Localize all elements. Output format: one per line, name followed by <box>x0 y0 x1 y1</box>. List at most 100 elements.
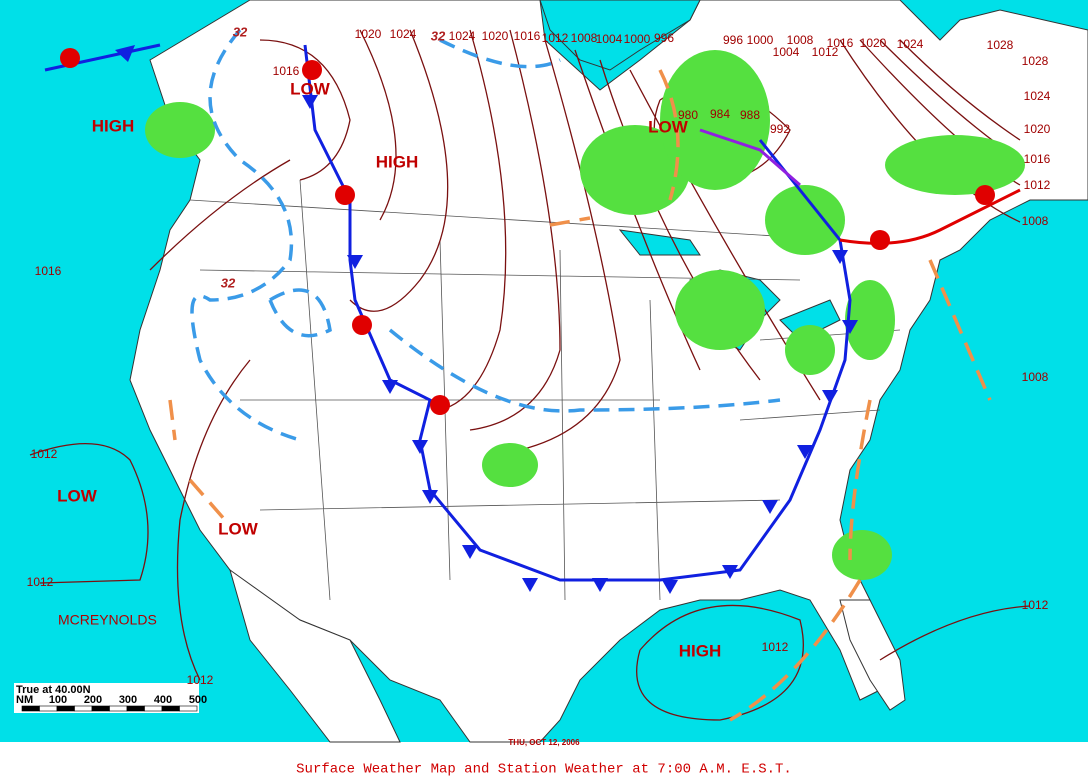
front-semicircle <box>430 395 450 415</box>
scale-segment <box>91 705 110 712</box>
isobar <box>469 29 561 431</box>
scale-unit: NM <box>16 694 33 706</box>
scale-tick-label: 300 <box>119 694 137 706</box>
florida <box>839 599 906 711</box>
precipitation-area <box>765 185 845 255</box>
isobar-label: 1024 <box>897 37 924 51</box>
precipitation-area <box>885 135 1025 195</box>
pressure-center: HIGH <box>679 641 722 660</box>
isobar-label: 996 <box>654 31 674 45</box>
isobar <box>29 442 149 584</box>
scale-tick-label: 200 <box>84 694 102 706</box>
front-triangle <box>412 440 428 454</box>
isobar-label: 1028 <box>1022 54 1049 68</box>
trough <box>729 579 862 722</box>
isobar-label: 1020 <box>482 29 509 43</box>
trough <box>848 399 872 561</box>
scale-segment <box>126 705 145 712</box>
isobar-label: 988 <box>740 108 760 122</box>
precipitation-area <box>145 102 215 158</box>
front-semicircle <box>870 230 890 250</box>
isobar-label: 1016 <box>35 264 62 278</box>
isobar <box>439 29 507 411</box>
isobar <box>636 604 804 721</box>
freezing-line <box>388 328 781 413</box>
freezing-line <box>190 28 301 442</box>
pressure-center: LOW <box>57 486 98 505</box>
isobar-label: 1000 <box>747 33 774 47</box>
precipitation-area <box>580 125 690 215</box>
freezing-label: 32 <box>431 28 446 43</box>
isobar-label: 992 <box>770 122 790 136</box>
trough <box>658 69 680 201</box>
scale-tick-label: 400 <box>154 694 172 706</box>
occluded-front <box>699 128 801 187</box>
isobar-label: 1000 <box>624 32 651 46</box>
precipitation-area <box>785 325 835 375</box>
isobar <box>879 605 1031 661</box>
isobar-label: 1008 <box>1022 214 1049 228</box>
freezing-line <box>439 38 561 69</box>
front-semicircle <box>302 60 322 80</box>
front-triangle <box>115 45 135 62</box>
scale-segment <box>109 705 128 712</box>
isobar-label: 1016 <box>827 36 854 50</box>
isobar-label: 1020 <box>1024 122 1051 136</box>
isobar-label: 1012 <box>542 31 569 45</box>
hudson-bay <box>539 0 701 71</box>
isobar-label: 1012 <box>1022 598 1049 612</box>
isobar <box>359 29 397 221</box>
isobar-label: 1008 <box>571 31 598 45</box>
isobar-label: 1012 <box>812 45 839 59</box>
front-triangle <box>302 95 318 109</box>
isobar-label: 1012 <box>1024 178 1051 192</box>
trough <box>549 216 591 227</box>
front-triangle <box>832 250 848 264</box>
front-triangle <box>522 578 538 592</box>
trough <box>928 259 992 401</box>
isobar-label: 1012 <box>762 640 789 654</box>
scale-segment <box>74 705 93 712</box>
isobar-label: 1020 <box>860 36 887 50</box>
freezing-label: 32 <box>221 275 236 290</box>
trough <box>188 478 227 522</box>
isobar-label: 1016 <box>273 64 300 78</box>
precipitation-area <box>660 50 770 190</box>
scale-segment <box>144 705 163 712</box>
mexico <box>229 568 401 743</box>
caption: Surface Weather Map and Station Weather … <box>296 762 792 778</box>
precipitation-area <box>482 443 538 487</box>
scale-segment <box>21 705 40 712</box>
scale-title: True at 40.00N <box>16 684 91 696</box>
isobar-label: 1024 <box>1024 89 1051 103</box>
precipitation-area <box>675 270 765 350</box>
isobar <box>839 39 1021 223</box>
scale-segment <box>179 705 198 712</box>
analyst: MCREYNOLDS <box>58 612 157 628</box>
isobar-label: 1020 <box>355 27 382 41</box>
isobar-label: 1008 <box>1022 370 1049 384</box>
scale-tick-label: 100 <box>49 694 67 706</box>
isobar <box>149 159 291 271</box>
front-triangle <box>662 580 678 594</box>
pressure-center: HIGH <box>92 116 135 135</box>
isobar-label: 1016 <box>514 29 541 43</box>
cold-front <box>303 44 852 582</box>
front-semicircle <box>60 48 80 68</box>
isobar-label: 1016 <box>1024 152 1051 166</box>
freezing-line <box>268 288 332 338</box>
map-date: THU, OCT 12, 2006 <box>508 738 580 747</box>
isobar-label: 1028 <box>987 38 1014 52</box>
isobar-label: 1008 <box>787 33 814 47</box>
front-triangle <box>462 545 478 559</box>
front-triangle <box>382 380 398 394</box>
isobar-label: 980 <box>678 108 698 122</box>
weather-overlay <box>44 28 1025 722</box>
isobar <box>349 29 449 312</box>
scale-segment <box>161 705 180 712</box>
scale-ticks: 100 200 300 400 500 <box>21 694 207 712</box>
isobar <box>519 39 621 451</box>
isobar-label: 1004 <box>773 45 800 59</box>
front-semicircle <box>975 185 995 205</box>
